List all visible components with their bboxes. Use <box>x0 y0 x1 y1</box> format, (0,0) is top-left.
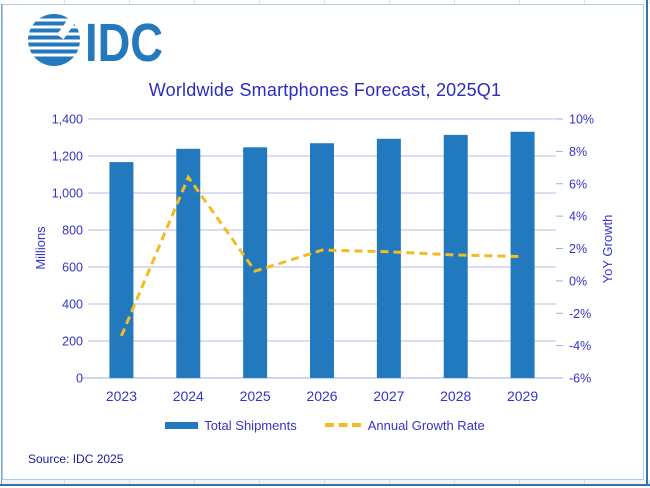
idc-globe-icon <box>24 12 84 66</box>
legend-item-annual-growth-rate[interactable]: Annual Growth Rate <box>324 417 485 433</box>
right-axis-tick-label: -6% <box>569 372 591 386</box>
spreadsheet-bottom-sliver <box>0 480 650 484</box>
annual-growth-swatch-icon <box>324 423 362 427</box>
right-axis-tick-label: 10% <box>569 113 594 127</box>
legend-label: Total Shipments <box>204 417 297 433</box>
bar-2023[interactable] <box>109 162 134 378</box>
idc-logo: IDC <box>24 12 163 70</box>
frame-left-edge <box>1 4 2 485</box>
left-axis-title: Millions <box>33 226 48 270</box>
chart-title[interactable]: Worldwide Smartphones Forecast, 2025Q1 <box>148 80 502 100</box>
total-shipments-swatch-icon <box>165 421 199 429</box>
frame-right-edge <box>646 0 648 486</box>
left-axis-tick-label: 800 <box>62 224 83 238</box>
bar-2024[interactable] <box>176 148 201 378</box>
right-axis-tick-label: -2% <box>569 307 591 321</box>
category-label-2027: 2027 <box>373 388 404 404</box>
right-axis-tick-label: 0% <box>569 274 587 288</box>
bar-2026[interactable] <box>310 143 334 378</box>
bar-2025[interactable] <box>243 147 268 378</box>
chart-legend: Total Shipments Annual Growth Rate <box>0 417 650 433</box>
frame-bottom-edge <box>0 484 650 486</box>
category-label-2025: 2025 <box>240 388 271 404</box>
left-axis-tick-label: 200 <box>62 335 83 349</box>
right-axis-tick-label: 2% <box>569 242 587 256</box>
annual-growth-line[interactable] <box>120 174 523 337</box>
right-axis-tick-label: -4% <box>569 339 591 353</box>
right-axis-tick-label: 4% <box>569 210 587 224</box>
category-label-2024: 2024 <box>173 388 204 404</box>
left-axis-tick-label: 400 <box>62 298 83 312</box>
right-axis-title: YoY Growth <box>600 215 615 284</box>
bar-2027[interactable] <box>376 138 401 378</box>
left-axis-tick-label: 600 <box>62 261 83 275</box>
category-label-2029: 2029 <box>507 388 538 404</box>
legend-item-total-shipments[interactable]: Total Shipments <box>165 418 297 433</box>
source-note: Source: IDC 2025 <box>28 452 124 466</box>
left-axis-tick-label: 1,400 <box>52 113 83 127</box>
legend-label: Annual Growth Rate <box>367 417 485 433</box>
left-axis-tick-label: 1,000 <box>52 187 83 201</box>
category-label-2028: 2028 <box>440 388 471 404</box>
left-axis-tick-label: 1,200 <box>52 150 83 164</box>
right-axis-tick-label: 8% <box>569 145 587 159</box>
category-label-2026: 2026 <box>306 388 337 404</box>
left-axis-tick-label: 0 <box>76 372 83 386</box>
idc-logo-text: IDC <box>85 13 163 70</box>
spreadsheet-top-sliver <box>0 0 650 4</box>
right-axis-tick-label: 6% <box>569 177 587 191</box>
bar-2029[interactable] <box>510 131 535 378</box>
category-label-2023: 2023 <box>106 388 137 404</box>
